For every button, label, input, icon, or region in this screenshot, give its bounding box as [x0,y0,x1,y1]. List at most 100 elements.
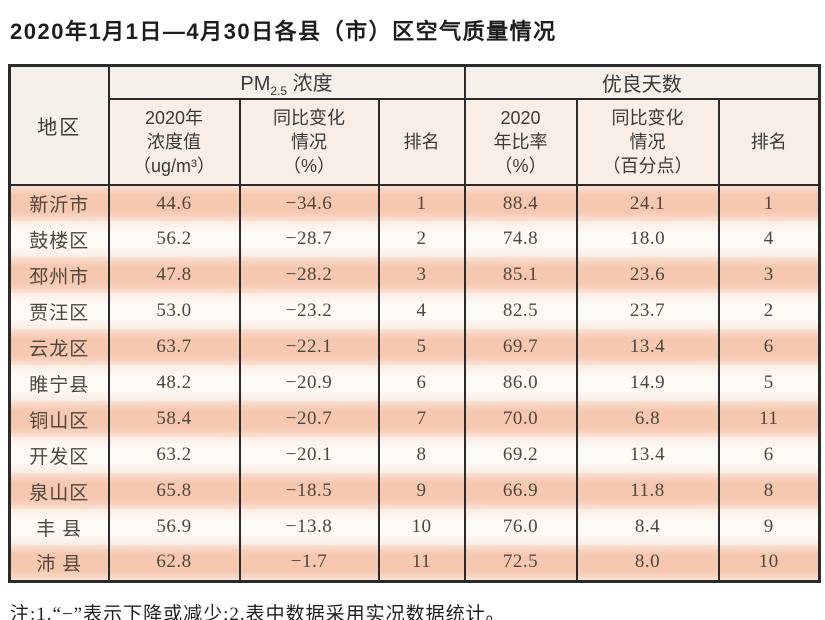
pm-value-cell: 56.9 [107,509,241,545]
days-rate-cell: 66.9 [463,473,578,509]
days-rank-cell: 10 [717,545,821,581]
days-rate-cell: 72.5 [463,545,578,581]
pm-change-cell: −13.8 [238,509,380,545]
days-rank-cell: 6 [717,437,821,473]
region-cell: 云龙区 [8,329,110,365]
pm-change-cell: −23.2 [238,293,380,329]
region-cell: 泉山区 [8,473,110,509]
days-change-cell: 13.4 [575,329,720,365]
table-body: 新沂市 44.6 −34.6 1 88.4 24.1 1 鼓楼区 56.2 −2… [8,185,821,581]
header-days-rate: 2020 年比率 （%） [463,99,578,186]
pm-rank-cell: 11 [377,545,466,581]
region-cell: 丰 县 [8,509,110,545]
region-cell: 贾汪区 [8,293,110,329]
header-line: 2020年 [144,107,204,128]
days-rank-cell: 9 [717,509,821,545]
header-group-pm25: PM2.5 浓度 [107,65,466,100]
days-rank-cell: 4 [717,221,821,257]
days-rate-cell: 88.4 [463,185,578,221]
table-row: 睢宁县 48.2 −20.9 6 86.0 14.9 5 [8,365,821,401]
air-quality-table: 地区 PM2.5 浓度 优良天数 2020年 浓度值 （ug/m³） 同比变化 … [8,64,822,583]
days-change-cell: 13.4 [575,437,720,473]
header-days-change: 同比变化 情况 （百分点） [575,99,720,186]
days-rate-cell: 82.5 [463,293,578,329]
days-rate-cell: 85.1 [463,257,578,293]
header-line: （%） [282,156,335,177]
header-days-rank: 排名 [717,99,821,186]
pm-change-cell: −20.9 [238,365,380,401]
days-rank-cell: 5 [717,365,821,401]
header-region: 地区 [8,65,110,186]
header-line: 排名 [750,131,787,152]
pm25-label-prefix: PM [240,73,271,95]
header-pm-rank: 排名 [377,99,466,186]
pm-change-cell: −28.2 [238,257,380,293]
pm-value-cell: 47.8 [107,257,241,293]
region-cell: 沛 县 [8,545,110,581]
pm-value-cell: 58.4 [107,401,241,437]
pm-value-cell: 65.8 [107,473,241,509]
pm-rank-cell: 5 [377,329,466,365]
region-cell: 睢宁县 [8,365,110,401]
pm-rank-cell: 1 [377,185,466,221]
pm-change-cell: −22.1 [238,329,380,365]
pm-rank-cell: 6 [377,365,466,401]
days-change-cell: 8.4 [575,509,720,545]
pm-value-cell: 62.8 [107,545,241,581]
header-line: 同比变化 [273,107,345,128]
days-rate-cell: 69.7 [463,329,578,365]
days-rate-cell: 69.2 [463,437,578,473]
table-row: 云龙区 63.7 −22.1 5 69.7 13.4 6 [8,329,821,365]
pm-rank-cell: 10 [377,509,466,545]
pm-rank-cell: 3 [377,257,466,293]
header-line: （百分点） [602,156,693,177]
region-cell: 开发区 [8,437,110,473]
header-line: （ug/m³） [132,156,215,177]
pm-value-cell: 56.2 [107,221,241,257]
region-cell: 鼓楼区 [8,221,110,257]
pm-rank-cell: 2 [377,221,466,257]
pm-value-cell: 48.2 [107,365,241,401]
header-line: 2020 [500,107,541,128]
days-rank-cell: 8 [717,473,821,509]
pm-value-cell: 63.7 [107,329,241,365]
days-change-cell: 8.0 [575,545,720,581]
pm25-subscript: 2.5 [270,84,288,98]
days-rank-cell: 1 [717,185,821,221]
table-row: 新沂市 44.6 −34.6 1 88.4 24.1 1 [8,185,821,221]
pm-change-cell: −20.1 [238,437,380,473]
region-cell: 新沂市 [8,185,110,221]
table-row: 泉山区 65.8 −18.5 9 66.9 11.8 8 [8,473,821,509]
days-change-cell: 6.8 [575,401,720,437]
days-change-cell: 18.0 [575,221,720,257]
pm-value-cell: 53.0 [107,293,241,329]
pm-value-cell: 44.6 [107,185,241,221]
pm-change-cell: −18.5 [238,473,380,509]
pm25-label-suffix: 浓度 [287,73,333,95]
pm-change-cell: −1.7 [238,545,380,581]
header-sub-row: 2020年 浓度值 （ug/m³） 同比变化 情况 （%） 排名 2020 年比… [10,99,821,186]
table-row: 沛 县 62.8 −1.7 11 72.5 8.0 10 [8,545,821,581]
header-line: 情况 [291,131,327,152]
footnote: 注:1.“−”表示下降或减少;2.表中数据采用实况数据统计。 [10,603,506,620]
pm-change-cell: −34.6 [238,185,380,221]
pm-rank-cell: 8 [377,437,466,473]
table-row: 铜山区 58.4 −20.7 7 70.0 6.8 11 [8,401,821,437]
pm-rank-cell: 9 [377,473,466,509]
header-group-row: 地区 PM2.5 浓度 优良天数 [8,65,821,186]
days-rank-cell: 6 [717,329,821,365]
pm-change-cell: −28.7 [238,221,380,257]
header-line: （%） [494,156,547,177]
pm-change-cell: −20.7 [238,401,380,437]
pm-rank-cell: 4 [377,293,466,329]
days-rate-cell: 74.8 [463,221,578,257]
table-row: 开发区 63.2 −20.1 8 69.2 13.4 6 [8,437,821,473]
days-change-cell: 14.9 [575,365,720,401]
header-line: 排名 [403,131,440,152]
region-cell: 铜山区 [8,401,110,437]
days-change-cell: 11.8 [575,473,720,509]
days-rank-cell: 2 [717,293,821,329]
header-line: 浓度值 [147,131,201,152]
days-rank-cell: 3 [717,257,821,293]
